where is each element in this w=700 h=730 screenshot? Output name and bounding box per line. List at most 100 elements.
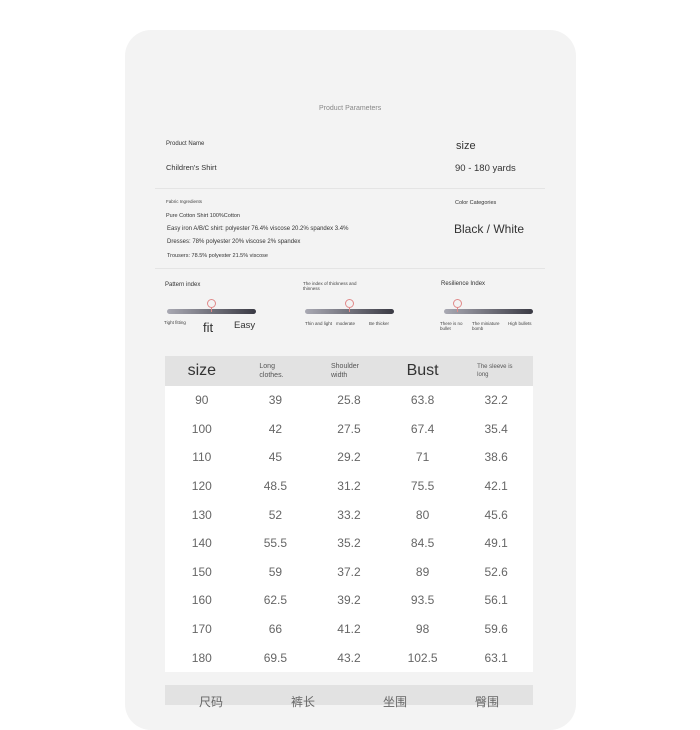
option-label: Thin and light [305,321,333,326]
table-cell: 98 [415,622,430,637]
option-label: The miniature bomb [472,321,500,331]
color-value: Black / White [454,222,525,236]
table-cell: 39.2 [337,593,361,608]
table-header: size Long clothes. Shoulder width Bust T… [165,356,533,386]
pattern-index-marker [207,299,216,312]
header-bust: Bust [406,362,439,379]
table-cell: 48.5 [263,479,288,494]
table-cell: 63.8 [410,393,435,408]
table-row: 160 62.5 39.2 93.5 56.1 [165,586,533,615]
product-name-label: Product Name [166,141,205,147]
table-row: 130 52 33.2 80 45.6 [165,500,533,529]
table-cell: 150 [191,564,212,579]
option-label: Tight fitting [164,320,186,325]
fabric-label: Fabric Ingredients [166,199,203,204]
header-size: size [187,362,217,379]
resilience-index-slider [444,309,533,314]
fabric-line: Pure Cotton Shirt 100%Cotton [166,213,240,219]
table-cell: 35.4 [484,421,508,436]
table-cell: 89 [415,564,430,579]
table-cell: 120 [191,479,212,494]
table-cell: 27.5 [337,421,361,436]
table-cell: 45.6 [484,507,508,522]
table-row: 120 48.5 31.2 75.5 42.1 [165,471,533,501]
header-cell: 裤长 [290,695,315,709]
trousers-table-header: 尺码 裤长 坐围 臀围 [165,685,533,709]
divider [155,188,545,189]
table-cell: 69.5 [263,650,288,665]
table-cell: 32.2 [484,393,508,408]
option-label: moderate [336,321,356,326]
table-row: 150 59 37.2 89 52.6 [165,557,533,587]
table-cell: 80 [415,507,430,522]
header-shoulder: Shoulder width [330,363,360,379]
table-cell: 35.2 [337,536,361,551]
table-row: 170 66 41.2 98 59.6 [165,614,533,644]
color-label: Color Categories [455,200,497,206]
size-table: size Long clothes. Shoulder width Bust T… [165,356,533,672]
table-cell: 90 [195,393,209,408]
table-cell: 39 [268,393,283,408]
table-cell: 25.8 [337,393,361,408]
table-cell: 63.1 [484,650,508,665]
table-cell: 37.2 [337,564,361,579]
table-cell: 110 [192,450,212,465]
table-cell: 93.5 [410,593,435,608]
table-cell: 59 [268,564,283,579]
table-row: 140 55.5 35.2 84.5 49.1 [165,528,533,558]
table-cell: 84.5 [410,536,435,551]
header-length: Long clothes. [259,363,284,379]
header-cell: 臀围 [474,695,499,709]
resilience-index-label: Resilience Index [441,281,486,287]
option-label: High bullets [508,321,532,326]
table-cell: 41.2 [337,622,361,637]
table-cell: 38.6 [484,450,508,465]
table-cell: 180 [191,650,212,665]
header-cell: 尺码 [198,695,223,709]
option-label: Easy [234,320,256,331]
size-label: size [456,140,476,152]
table-cell: 170 [191,622,212,637]
divider [155,268,545,269]
table-cell: 31.2 [337,479,361,494]
table-cell: 33.2 [337,507,361,522]
fabric-line: Easy iron A/B/C shirt: polyester 76.4% v… [167,226,349,232]
header-sleeve: The sleeve is long [477,364,513,378]
table-cell: 130 [191,507,212,522]
table-row: 90 39 25.8 63.8 32.2 [165,386,533,415]
table-cell: 67.4 [410,421,435,436]
table-cell: 140 [191,536,212,551]
thickness-index-marker [345,299,354,312]
table-cell: 62.5 [263,593,288,608]
table-cell: 102.5 [407,650,438,665]
size-value: 90 - 180 yards [455,163,516,174]
option-label: Be thicker [369,321,390,326]
table-cell: 55.5 [263,536,288,551]
option-label: fit [203,320,214,335]
table-cell: 59.6 [484,622,508,637]
pattern-index-label: Pattern index [165,282,201,288]
option-label: There is no bullet [440,321,463,331]
table-row: 110 45 29.2 71 38.6 [165,443,533,472]
table-cell: 52.6 [484,564,508,579]
table-cell: 45 [268,450,283,465]
table-cell: 66 [268,622,283,637]
table-cell: 29.2 [337,450,361,465]
table-cell: 56.1 [484,593,508,608]
table-cell: 52 [268,507,283,522]
table-row: 180 69.5 43.2 102.5 63.1 [165,643,533,672]
table-cell: 75.5 [410,479,435,494]
table-cell: 71 [415,450,430,465]
table-cell: 100 [191,421,212,436]
page-title: Product Parameters [319,105,382,112]
table-cell: 49.1 [484,536,508,551]
product-name: Children's Shirt [166,163,217,172]
resilience-index-marker [453,299,462,312]
table-cell: 160 [191,593,212,608]
fabric-line: Dresses: 78% polyester 20% viscose 2% sp… [167,239,301,245]
table-row: 100 42 27.5 67.4 35.4 [165,414,533,444]
table-cell: 42 [268,421,283,436]
header-cell: 坐围 [382,695,407,709]
table-cell: 42.1 [484,479,508,494]
table-cell: 43.2 [337,650,361,665]
